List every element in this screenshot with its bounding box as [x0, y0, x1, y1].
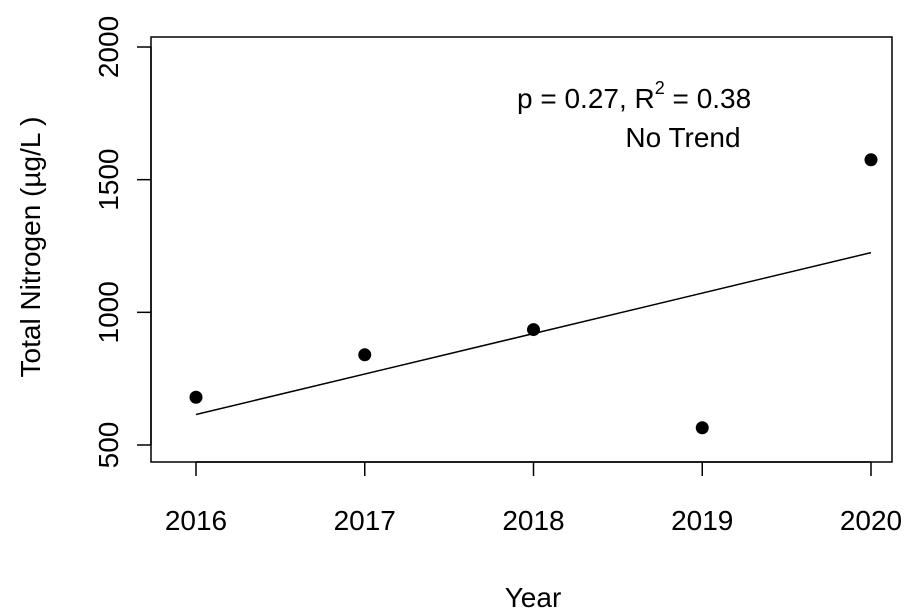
data-points — [189, 153, 878, 435]
y-tick-label: 500 — [93, 422, 124, 469]
x-axis-title: Year — [505, 582, 562, 613]
annotation-trend: No Trend — [625, 122, 740, 153]
data-point — [864, 153, 878, 167]
x-tick-label: 2019 — [671, 505, 733, 536]
x-tick-label: 2018 — [502, 505, 564, 536]
y-axis-title: Total Nitrogen (µg/L ) — [15, 117, 46, 378]
y-tick-label: 1000 — [93, 281, 124, 343]
y-tick-label: 2000 — [93, 16, 124, 78]
y-tick-label: 1500 — [93, 149, 124, 211]
annotation-stats: p = 0.27, R2 = 0.38 — [517, 78, 751, 114]
x-axis: 2016 2017 2018 2019 2020 — [165, 461, 902, 536]
x-tick-label: 2020 — [840, 505, 902, 536]
data-point — [527, 323, 540, 337]
data-point — [358, 348, 372, 362]
x-tick-label: 2017 — [334, 505, 396, 536]
y-axis: 500 1000 1500 2000 — [93, 16, 152, 469]
data-point — [189, 390, 203, 404]
data-point — [695, 421, 709, 435]
x-tick-label: 2016 — [165, 505, 227, 536]
